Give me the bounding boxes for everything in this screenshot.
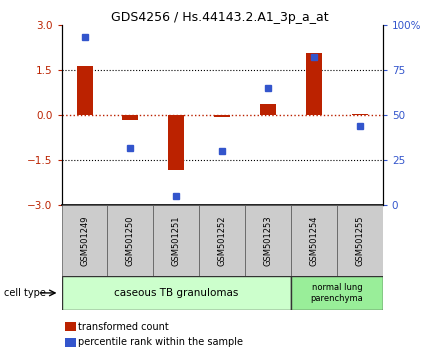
Text: caseous TB granulomas: caseous TB granulomas [114, 288, 238, 298]
Bar [245, 205, 291, 276]
Bar [214, 115, 230, 118]
Text: GDS4256 / Hs.44143.2.A1_3p_a_at: GDS4256 / Hs.44143.2.A1_3p_a_at [111, 11, 329, 24]
Bar [352, 114, 368, 115]
Text: GSM501249: GSM501249 [80, 216, 89, 266]
Text: GSM501251: GSM501251 [172, 216, 181, 266]
Bar [306, 53, 322, 115]
Bar [291, 205, 337, 276]
Bar [62, 205, 107, 276]
Text: GSM501254: GSM501254 [309, 216, 319, 266]
Bar [65, 338, 77, 347]
Bar [154, 205, 199, 276]
Text: GSM501252: GSM501252 [218, 216, 227, 266]
Bar [260, 104, 276, 115]
Bar [107, 205, 154, 276]
Text: GSM501253: GSM501253 [264, 215, 273, 266]
Bar [168, 115, 184, 170]
Bar [199, 205, 245, 276]
Text: normal lung
parenchyma: normal lung parenchyma [311, 283, 363, 303]
Text: percentile rank within the sample: percentile rank within the sample [78, 337, 243, 348]
Bar [122, 115, 139, 120]
Bar [77, 66, 92, 115]
Text: cell type: cell type [4, 288, 46, 298]
Text: GSM501255: GSM501255 [356, 216, 364, 266]
Text: transformed count: transformed count [78, 321, 169, 332]
Bar [337, 205, 383, 276]
Text: GSM501250: GSM501250 [126, 216, 135, 266]
Bar [65, 322, 77, 331]
Bar [62, 276, 291, 310]
Bar [291, 276, 383, 310]
